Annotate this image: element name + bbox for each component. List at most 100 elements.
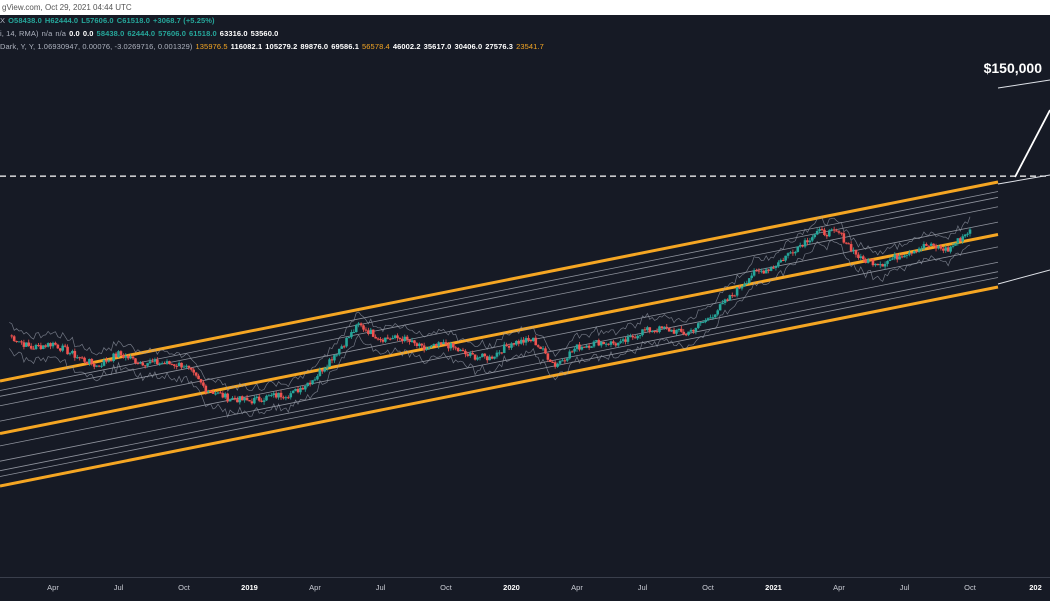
candle-body — [641, 329, 644, 336]
channel-info-row: Dark, Y, Y, 1.06930947, 0.00076, -3.0269… — [0, 42, 547, 51]
candle-body — [90, 359, 94, 364]
candle-body — [17, 341, 21, 343]
candle-body — [20, 341, 23, 343]
candle-body — [772, 267, 775, 269]
envelope-line — [9, 216, 971, 392]
channel-extension-line — [997, 174, 1050, 185]
candle-body — [211, 391, 215, 394]
candle-body — [956, 238, 960, 244]
candle-body — [398, 338, 402, 340]
candle-body — [143, 365, 147, 367]
candle-body — [80, 357, 84, 359]
candle-body — [163, 363, 166, 365]
candle-body — [199, 379, 203, 383]
candle-body — [592, 341, 596, 347]
candle-body — [29, 345, 33, 349]
candle-body — [687, 331, 690, 335]
candle-body — [507, 345, 511, 348]
candle-body — [682, 331, 686, 335]
candle-body — [51, 342, 55, 347]
candle-body — [861, 256, 865, 260]
candle-body — [122, 355, 125, 358]
candle-body — [274, 393, 278, 398]
price-chart[interactable] — [0, 15, 1050, 577]
candle-body — [777, 262, 780, 267]
candle-body — [886, 261, 889, 264]
channel-band-line — [0, 233, 999, 435]
candle-body — [512, 343, 516, 345]
info-value: 53560.0 — [250, 29, 279, 38]
candle-body — [903, 255, 906, 258]
candle-body — [105, 359, 108, 362]
info-value: 30406.0 — [454, 42, 483, 51]
candle-body — [927, 245, 931, 247]
candle-body — [289, 393, 293, 398]
candle-body — [432, 344, 436, 346]
candle-body — [313, 379, 317, 381]
info-value: 135976.5 — [195, 42, 228, 51]
candle-body — [733, 295, 736, 297]
info-value: 35617.0 — [423, 42, 452, 51]
candle-body — [204, 385, 208, 393]
candle-body — [929, 243, 933, 246]
candle-body — [330, 359, 334, 361]
candle-body — [599, 341, 603, 346]
channel-band-line — [0, 196, 999, 397]
info-value: 0.0 — [82, 29, 94, 38]
candle-body — [937, 246, 940, 249]
candle-body — [172, 364, 176, 366]
candle-body — [585, 345, 589, 348]
price-target-label: $150,000 — [983, 60, 1042, 76]
candle-body — [221, 393, 225, 398]
info-value: 62444.0 — [127, 29, 156, 38]
candle-body — [680, 328, 683, 332]
candle-body — [595, 340, 598, 342]
x-tick-label: 2020 — [503, 583, 520, 592]
candle-body — [168, 361, 171, 365]
candle-body — [461, 349, 465, 351]
x-tick-label: Oct — [440, 583, 452, 592]
candle-body — [968, 229, 972, 234]
candle-body — [864, 259, 867, 263]
x-tick-label: Apr — [47, 583, 59, 592]
x-tick-label: Oct — [178, 583, 190, 592]
candle-body — [32, 348, 35, 350]
candle-body — [185, 365, 188, 367]
candle-body — [881, 264, 884, 267]
candle-body — [655, 331, 659, 333]
candle-body — [396, 335, 399, 339]
channel-band-line — [0, 271, 999, 472]
candle-body — [456, 347, 460, 352]
candle-body — [825, 234, 829, 237]
candle-body — [842, 233, 846, 243]
candle-body — [325, 366, 329, 369]
candle-body — [616, 342, 620, 346]
candle-body — [170, 364, 174, 366]
candle-body — [658, 326, 661, 333]
candle-body — [231, 397, 234, 400]
candle-body — [27, 342, 31, 346]
candle-body — [604, 343, 608, 345]
candle-body — [488, 356, 491, 361]
candle-body — [476, 357, 479, 360]
candle-body — [151, 361, 154, 363]
candle-body — [328, 359, 331, 367]
candle-body — [631, 336, 635, 338]
candle-body — [430, 345, 433, 347]
candle-body — [607, 343, 610, 345]
candle-body — [786, 253, 790, 256]
candle-body — [684, 334, 688, 336]
candle-body — [820, 229, 824, 231]
candle-body — [63, 345, 67, 347]
candle-body — [386, 337, 390, 339]
candle-body — [942, 248, 945, 251]
candle-body — [442, 342, 445, 345]
candle-body — [146, 363, 149, 366]
candle-body — [582, 346, 586, 348]
candle-body — [721, 302, 724, 305]
channel-band-line — [0, 246, 999, 447]
candle-body — [762, 270, 766, 274]
channel-band-line — [0, 206, 999, 407]
candle-body — [723, 299, 727, 303]
candle-body — [597, 340, 601, 346]
